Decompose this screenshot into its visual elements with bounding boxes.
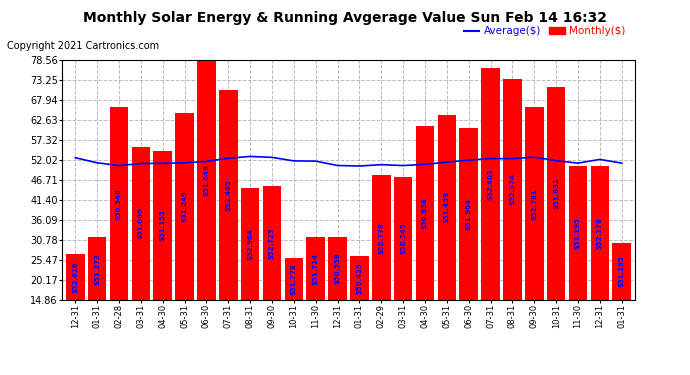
Text: $51.155: $51.155 — [159, 210, 166, 241]
Text: $50.548: $50.548 — [116, 188, 122, 220]
Bar — [219, 90, 237, 300]
Bar — [197, 60, 216, 300]
Bar — [328, 237, 347, 300]
Bar — [394, 177, 413, 300]
Bar — [88, 237, 106, 300]
Text: $52.781: $52.781 — [531, 188, 538, 219]
Text: $50.425: $50.425 — [356, 262, 362, 294]
Bar — [569, 166, 587, 300]
Bar — [284, 258, 303, 300]
Bar — [481, 68, 500, 300]
Text: $50.778: $50.778 — [378, 222, 384, 254]
Text: $52.626: $52.626 — [72, 261, 78, 293]
Bar — [546, 87, 565, 300]
Bar — [110, 107, 128, 300]
Bar — [241, 188, 259, 300]
Text: $50.558: $50.558 — [335, 253, 341, 285]
Bar — [525, 107, 544, 300]
Text: $51.649: $51.649 — [204, 164, 209, 196]
Text: $51.195: $51.195 — [619, 256, 624, 287]
Bar — [591, 166, 609, 300]
Text: $52.401: $52.401 — [488, 168, 493, 200]
Bar — [263, 186, 282, 300]
Text: $51.273: $51.273 — [94, 253, 100, 285]
Text: $50.858: $50.858 — [422, 197, 428, 229]
Bar — [175, 113, 194, 300]
Text: $51.195: $51.195 — [575, 217, 581, 249]
Text: $51.459: $51.459 — [444, 192, 450, 224]
Bar — [132, 147, 150, 300]
Bar — [415, 126, 434, 300]
Text: $52.178: $52.178 — [597, 217, 603, 249]
Text: $51.714: $51.714 — [313, 253, 319, 285]
Text: $50.545: $50.545 — [400, 223, 406, 254]
Text: $51.249: $51.249 — [181, 190, 188, 222]
Bar — [306, 237, 325, 300]
Text: $52.465: $52.465 — [225, 179, 231, 211]
Text: $52.725: $52.725 — [269, 228, 275, 259]
Text: $51.831: $51.831 — [553, 177, 559, 209]
Text: $51.778: $51.778 — [290, 263, 297, 295]
Bar — [460, 128, 478, 300]
Text: $52.964: $52.964 — [247, 228, 253, 260]
Bar — [153, 151, 172, 300]
Text: $51.964: $51.964 — [466, 198, 472, 230]
Text: $52.374: $52.374 — [509, 174, 515, 206]
Bar — [350, 256, 368, 300]
Bar — [66, 254, 84, 300]
Text: $51.066: $51.066 — [138, 208, 144, 239]
Bar — [437, 115, 456, 300]
Bar — [372, 175, 391, 300]
Legend: Average($), Monthly($): Average($), Monthly($) — [460, 22, 629, 40]
Bar — [503, 79, 522, 300]
Text: Copyright 2021 Cartronics.com: Copyright 2021 Cartronics.com — [7, 41, 159, 51]
Text: Monthly Solar Energy & Running Avgerage Value Sun Feb 14 16:32: Monthly Solar Energy & Running Avgerage … — [83, 11, 607, 25]
Bar — [613, 243, 631, 300]
